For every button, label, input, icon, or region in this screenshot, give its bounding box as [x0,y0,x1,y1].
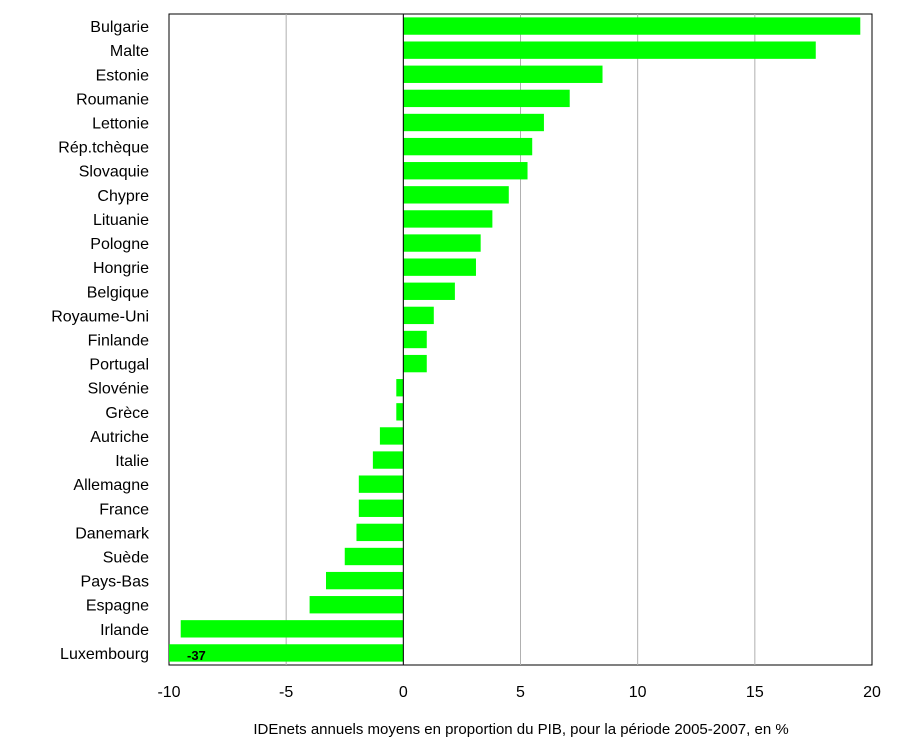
bar [169,644,404,662]
category-label: Estonie [96,67,149,84]
category-label: Malte [110,43,149,60]
bar [396,403,404,421]
category-labels: Bulgarie Malte Estonie Roumanie Lettonie Rép.… [51,19,150,663]
bar [403,330,427,349]
category-label: Italie [115,453,149,470]
category-label: Pologne [90,236,149,253]
category-label: Rép.tchèque [58,140,149,157]
bar [379,427,404,445]
category-label: Bulgarie [90,19,149,36]
bar [403,282,455,300]
category-label: France [99,501,149,518]
category-label: Belgique [87,284,149,301]
bar [358,475,404,493]
x-tick-label: 20 [863,684,881,701]
x-tick-label: 5 [516,684,525,701]
category-label: Suède [103,550,149,567]
category-label: Espagne [86,598,149,615]
category-label: Slovénie [88,381,149,398]
category-label: Grèce [105,405,149,422]
bar [403,186,509,204]
x-tick-label: 10 [629,684,647,701]
bar [344,547,404,566]
category-label: Portugal [89,357,149,374]
category-label: Royaume-Uni [51,308,149,325]
category-label: Hongrie [93,260,149,277]
bar [356,523,404,542]
category-label: Autriche [90,429,149,446]
bar [403,65,603,83]
bar [326,571,404,590]
bar [309,596,404,614]
category-label: Pays-Bas [81,574,149,591]
x-tick-label: 15 [746,684,764,701]
bar [180,620,404,638]
category-label: Roumanie [76,91,149,108]
bar-value-annotation: -37 [187,648,206,663]
category-label: Allemagne [73,477,149,494]
bar [403,113,544,132]
category-label: Chypre [97,188,149,205]
x-tick-labels: -10 -5 0 5 10 15 20 [157,684,881,701]
x-axis-label: IDEnets annuels moyens en proportion du … [253,721,788,738]
category-label: Lettonie [92,116,149,133]
category-label: Irlande [100,622,149,639]
bars [169,17,861,662]
bar [396,379,404,397]
category-label: Lituanie [93,212,149,229]
category-label: Danemark [75,525,150,542]
category-label: Slovaquie [79,164,149,181]
category-label: Luxembourg [60,646,149,663]
bar [403,354,427,373]
bar [403,210,493,228]
category-label: Finlande [88,333,149,350]
bar [403,137,533,156]
bar [358,499,404,517]
bar [372,451,404,469]
bar [403,89,570,108]
annotations: -37 [187,648,206,663]
bar [403,306,434,325]
bar [403,258,476,276]
x-tick-label: -5 [279,684,293,701]
bar [403,17,861,35]
x-tick-label: 0 [399,684,408,701]
bar [403,41,816,59]
bar [403,234,481,252]
bar [403,162,528,180]
x-tick-label: -10 [157,684,180,701]
